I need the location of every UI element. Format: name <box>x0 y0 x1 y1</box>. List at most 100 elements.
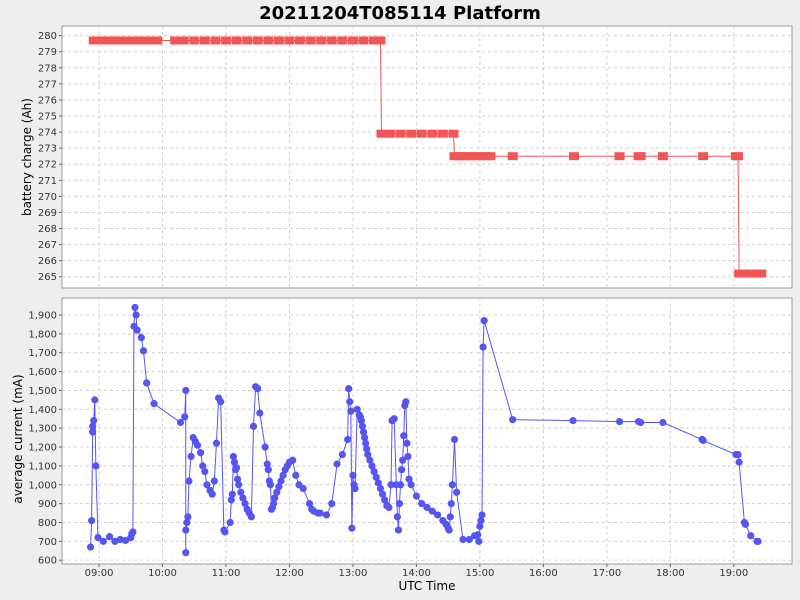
average-current-point <box>475 537 483 545</box>
battery-charge-point <box>305 36 316 45</box>
battery-charge-point <box>152 36 163 45</box>
battery-charge-point <box>252 36 263 45</box>
average-current-point <box>94 533 102 542</box>
x-axis-label: UTC Time <box>399 579 456 593</box>
battery-charge-point <box>437 129 448 138</box>
average-current-point <box>106 533 114 541</box>
average-current-point <box>210 477 218 485</box>
average-current-point <box>316 509 324 517</box>
average-current-point <box>359 428 368 436</box>
average-current-point <box>398 466 406 474</box>
average-current-point <box>448 481 456 489</box>
average-current-point <box>741 520 750 528</box>
average-current-point <box>227 496 235 504</box>
average-current-point <box>412 492 421 500</box>
y-tick-label: 274 <box>38 128 57 139</box>
average-current-point <box>394 526 403 534</box>
average-current-point <box>121 536 130 545</box>
average-current-point <box>289 456 297 464</box>
average-current-point <box>400 432 408 440</box>
average-current-point <box>143 379 151 387</box>
average-current-point <box>368 462 376 470</box>
battery-charge-grid <box>62 26 792 288</box>
average-current-point <box>358 422 367 430</box>
average-current-point <box>399 456 407 464</box>
battery-charge-point <box>284 36 295 45</box>
average-current-point <box>407 481 415 489</box>
y-tick-label: 271 <box>38 176 57 187</box>
battery-charge-point <box>273 36 284 45</box>
average-current-point <box>366 456 374 464</box>
x-tick-label: 16:00 <box>529 568 558 579</box>
battery-charge-point <box>263 36 274 45</box>
average-current-point <box>402 398 410 406</box>
average-current-point <box>182 549 190 557</box>
average-current-point <box>269 500 278 508</box>
y-tick-label: 277 <box>38 79 57 90</box>
y-tick-label: 267 <box>38 240 57 251</box>
average-current-point <box>199 462 207 470</box>
y-tick-label: 269 <box>38 208 57 219</box>
average-current-point <box>328 500 336 508</box>
average-current-point <box>230 458 239 466</box>
average-current-point <box>433 511 442 519</box>
x-tick-label: 17:00 <box>592 568 621 579</box>
y-tick-label: 1,200 <box>28 443 57 454</box>
average-current-point <box>347 407 355 415</box>
average-current-point <box>344 435 352 444</box>
battery-charge-point <box>358 36 369 45</box>
battery-charge-point <box>384 129 395 138</box>
average-current-point <box>351 484 359 493</box>
average-current-point <box>299 484 307 493</box>
average-current-point <box>249 422 258 430</box>
average-current-point <box>92 462 100 470</box>
average-current-point <box>569 417 577 425</box>
average-current-y-ticks: 600 700 800 900 1,000 1,100 1,200 1,300 1,400 1,5… <box>28 310 62 567</box>
average-current-point <box>256 409 264 417</box>
average-current-point <box>405 475 413 483</box>
average-current-point <box>480 317 488 325</box>
y-tick-label: 275 <box>38 112 57 123</box>
average-current-point <box>212 439 221 447</box>
y-tick-label: 800 <box>38 518 57 529</box>
average-current-point <box>305 500 314 508</box>
battery-charge-point <box>635 152 646 161</box>
average-current-point <box>182 386 190 395</box>
average-current-point <box>217 398 225 406</box>
average-current-point <box>349 471 357 479</box>
average-current-point <box>90 417 98 425</box>
average-current-point <box>91 396 99 404</box>
average-current-point <box>221 528 229 536</box>
average-current-point <box>747 532 755 540</box>
battery-charge-point <box>469 152 480 161</box>
battery-charge-point <box>199 36 210 45</box>
average-current-point <box>322 511 331 519</box>
y-tick-label: 279 <box>38 47 57 58</box>
average-current-point <box>395 500 404 508</box>
battery-charge-point <box>337 36 348 45</box>
average-current-point <box>477 517 485 525</box>
average-current-point <box>234 475 242 483</box>
battery-charge-point <box>480 152 491 161</box>
average-current-point <box>86 543 95 551</box>
x-tick-label: 18:00 <box>656 568 685 579</box>
average-current-point <box>203 481 211 489</box>
average-current-point <box>465 535 473 544</box>
average-current-point <box>89 422 97 430</box>
average-current-point <box>237 488 245 496</box>
average-current-point <box>232 464 241 472</box>
y-tick-label: 270 <box>38 192 57 203</box>
average-current-point <box>183 518 191 527</box>
average-current-point <box>196 449 205 457</box>
average-current-point <box>254 384 262 393</box>
y-tick-label: 265 <box>38 272 57 283</box>
y-tick-label: 1,100 <box>28 461 57 472</box>
battery-charge-y-axis-label: battery charge (Ah) <box>20 98 34 216</box>
battery-charge-point <box>474 152 485 161</box>
average-current-point <box>181 413 189 421</box>
average-current-point <box>459 535 467 544</box>
average-current-point <box>509 416 517 424</box>
average-current-point <box>637 418 645 427</box>
battery-charge-point <box>459 152 470 161</box>
average-current-point <box>273 488 281 496</box>
